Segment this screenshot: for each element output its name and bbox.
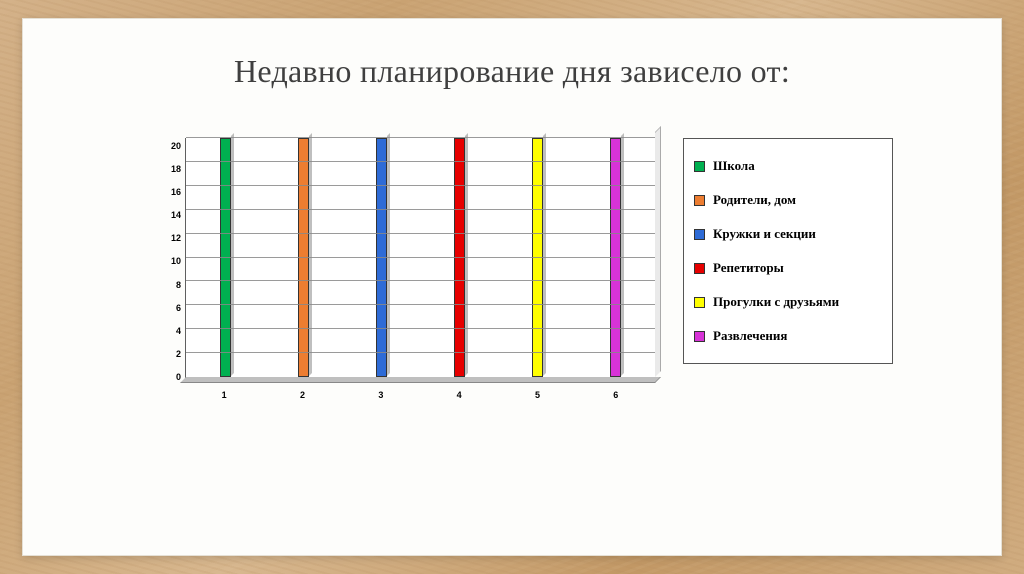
grid-line: [186, 185, 655, 186]
grid-line: [186, 328, 655, 329]
legend-label: Кружки и секции: [713, 226, 816, 242]
legend-label: Прогулки с друзьями: [713, 294, 839, 310]
legend-item: Развлечения: [694, 319, 878, 353]
y-tick-label: 10: [171, 257, 181, 266]
y-tick-label: 0: [176, 373, 181, 382]
grid-line: [186, 209, 655, 210]
content-row: 20181614121086420 123456 ШколаРодители, …: [63, 138, 961, 400]
legend-item: Кружки и секции: [694, 217, 878, 251]
legend-label: Школа: [713, 158, 755, 174]
bar: [220, 138, 231, 377]
x-tick-label: 3: [378, 390, 383, 400]
x-tick-label: 4: [457, 390, 462, 400]
y-tick-label: 16: [171, 188, 181, 197]
bar: [298, 138, 309, 377]
y-tick-label: 4: [176, 327, 181, 336]
y-tick-label: 14: [171, 211, 181, 220]
grid-line: [186, 304, 655, 305]
wood-frame: Недавно планирование дня зависело от: 20…: [0, 0, 1024, 574]
legend-item: Родители, дом: [694, 183, 878, 217]
legend-swatch: [694, 331, 705, 342]
x-tick-label: 6: [613, 390, 618, 400]
slide-paper: Недавно планирование дня зависело от: 20…: [22, 18, 1002, 556]
y-tick-label: 8: [176, 281, 181, 290]
x-tick-label: 1: [222, 390, 227, 400]
legend-swatch: [694, 229, 705, 240]
grid-line: [186, 137, 655, 138]
y-tick-label: 6: [176, 304, 181, 313]
legend-label: Родители, дом: [713, 192, 796, 208]
legend-swatch: [694, 161, 705, 172]
plot-floor: [180, 377, 661, 383]
x-tick-label: 2: [300, 390, 305, 400]
plot-area: [185, 138, 655, 378]
bar-chart: 20181614121086420 123456: [171, 138, 655, 400]
bar: [610, 138, 621, 377]
y-tick-label: 18: [171, 165, 181, 174]
y-axis: 20181614121086420: [171, 138, 185, 378]
bar: [532, 138, 543, 377]
legend-swatch: [694, 263, 705, 274]
grid-line: [186, 161, 655, 162]
y-tick-label: 20: [171, 142, 181, 151]
bar: [454, 138, 465, 377]
bar: [376, 138, 387, 377]
x-tick-label: 5: [535, 390, 540, 400]
bars-container: [186, 138, 655, 377]
grid-line: [186, 352, 655, 353]
legend: Школа Родители, дом Кружки и секции Репетит…: [683, 138, 893, 364]
slide-title: Недавно планирование дня зависело от:: [63, 53, 961, 90]
legend-swatch: [694, 297, 705, 308]
legend-item: Репетиторы: [694, 251, 878, 285]
y-tick-label: 2: [176, 350, 181, 359]
legend-label: Развлечения: [713, 328, 787, 344]
legend-swatch: [694, 195, 705, 206]
grid-line: [186, 257, 655, 258]
grid-line: [186, 233, 655, 234]
legend-item: Прогулки с друзьями: [694, 285, 878, 319]
plot-back-wall: [655, 126, 661, 377]
legend-label: Репетиторы: [713, 260, 784, 276]
legend-item: Школа: [694, 149, 878, 183]
y-tick-label: 12: [171, 234, 181, 243]
grid-line: [186, 280, 655, 281]
